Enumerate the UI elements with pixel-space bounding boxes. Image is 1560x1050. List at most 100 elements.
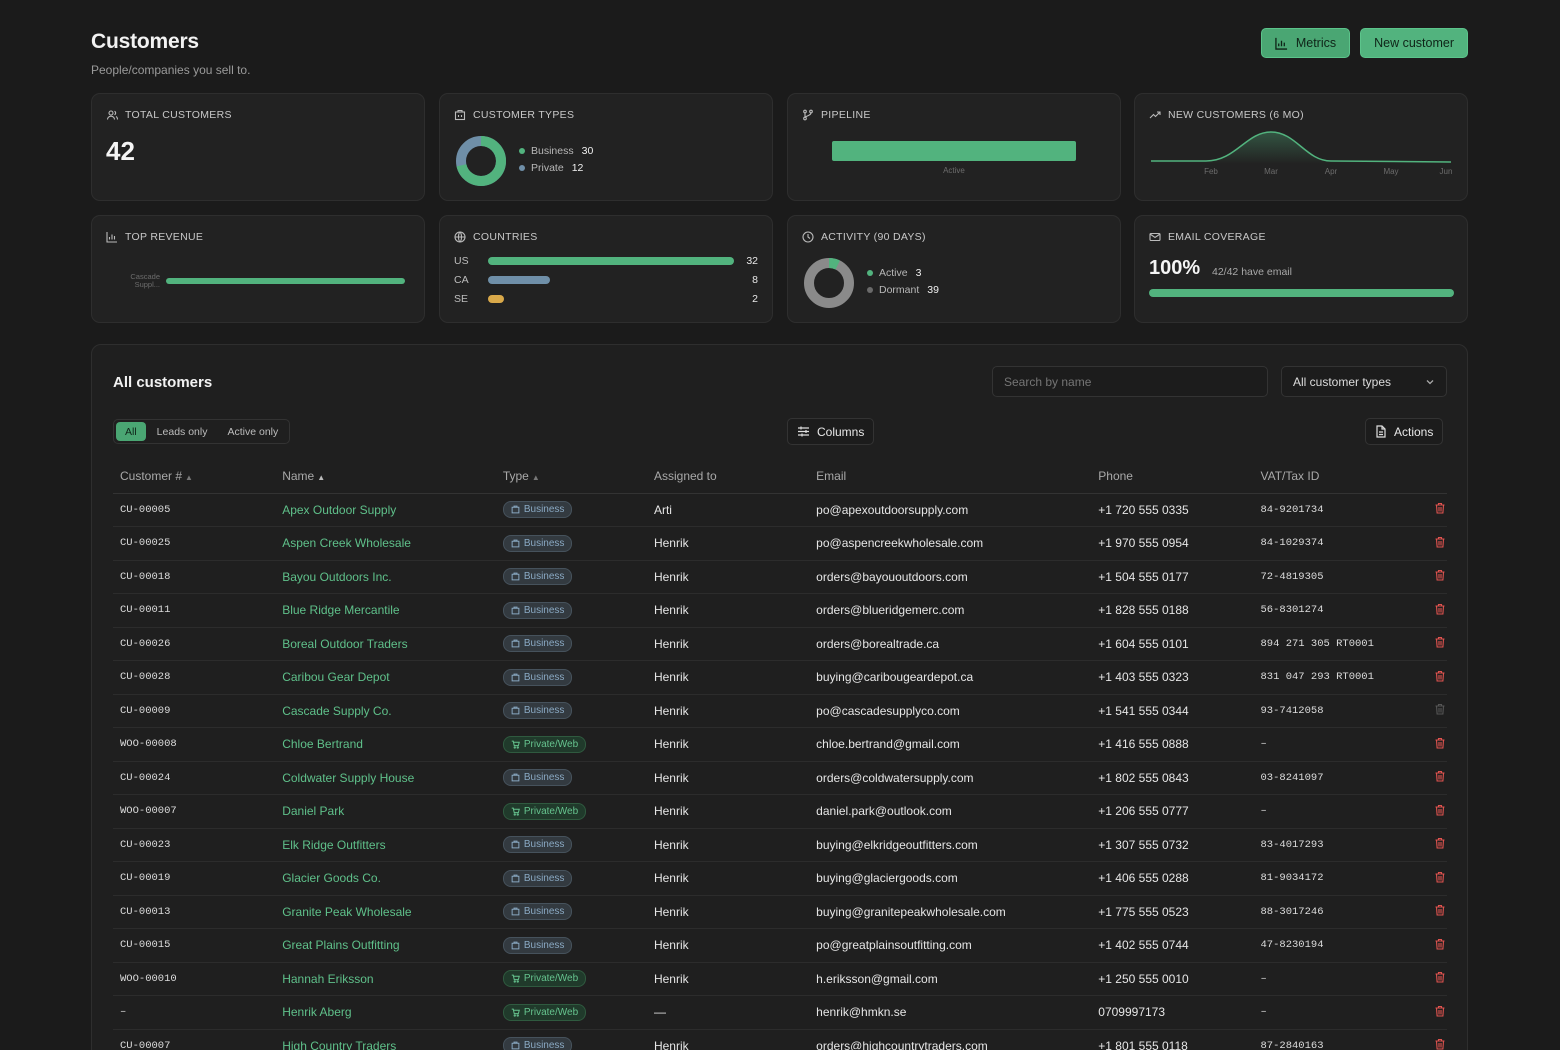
segment-all[interactable]: All bbox=[116, 422, 146, 441]
customer-name-link[interactable]: Cascade Supply Co. bbox=[275, 694, 496, 728]
customer-name-link[interactable]: Boreal Outdoor Traders bbox=[275, 627, 496, 661]
table-row[interactable]: CU-00007 High Country Traders Business Henr… bbox=[113, 1029, 1447, 1050]
customer-number-cell: CU-00025 bbox=[113, 526, 276, 561]
delete-button[interactable] bbox=[1426, 727, 1447, 762]
customer-name-link[interactable]: Glacier Goods Co. bbox=[275, 861, 496, 896]
customer-name-link[interactable]: Elk Ridge Outfitters bbox=[275, 828, 496, 862]
customer-number-cell: CU-00018 bbox=[113, 560, 276, 594]
metrics-button[interactable]: Metrics bbox=[1260, 28, 1351, 58]
email-cell: h.eriksson@gmail.com bbox=[809, 962, 1092, 996]
customer-name-link[interactable]: High Country Traders bbox=[275, 1029, 496, 1050]
vat-cell: 894 271 305 RT0001 bbox=[1253, 627, 1427, 661]
trash-icon bbox=[1435, 972, 1445, 983]
delete-button[interactable] bbox=[1426, 1029, 1447, 1050]
mail-icon bbox=[1149, 232, 1161, 242]
segment-active-only[interactable]: Active only bbox=[227, 425, 279, 438]
column-header-customer-number[interactable]: Customer # ▲ bbox=[113, 460, 276, 494]
customer-name-link[interactable]: Aspen Creek Wholesale bbox=[275, 526, 496, 561]
table-row[interactable]: CU-00005 Apex Outdoor Supply Business Arti p… bbox=[113, 493, 1447, 527]
delete-button[interactable] bbox=[1426, 995, 1447, 1030]
column-header-assigned-to[interactable]: Assigned to bbox=[646, 460, 810, 494]
table-row[interactable]: CU-00028 Caribou Gear Depot Business Henrik… bbox=[113, 660, 1447, 695]
column-header-email[interactable]: Email bbox=[809, 460, 1092, 494]
table-row[interactable]: CU-00025 Aspen Creek Wholesale Business Hen… bbox=[113, 526, 1447, 561]
building-icon bbox=[511, 639, 520, 648]
column-header-name[interactable]: Name ▲ bbox=[275, 460, 496, 494]
column-header-vat[interactable]: VAT/Tax ID bbox=[1253, 460, 1427, 494]
table-row[interactable]: CU-00023 Elk Ridge Outfitters Business Henr… bbox=[113, 828, 1447, 862]
delete-button[interactable] bbox=[1426, 895, 1447, 929]
type-cell: Business bbox=[495, 526, 647, 561]
delete-button[interactable] bbox=[1426, 928, 1447, 963]
table-row[interactable]: WOO-00008 Chloe Bertrand Private/Web Henrik… bbox=[113, 727, 1447, 762]
table-header-row: Customer # ▲ Name ▲ Type ▲ Assigned to Emai… bbox=[113, 460, 1447, 494]
legend-item-private: Private 12 bbox=[519, 159, 593, 176]
type-badge: Private/Web bbox=[502, 970, 587, 988]
header-label: VAT/Tax ID bbox=[1260, 469, 1320, 484]
type-badge: Business bbox=[502, 635, 573, 653]
vat-cell: 72-4819305 bbox=[1253, 560, 1427, 594]
type-cell: Private/Web bbox=[495, 794, 647, 829]
phone-cell: +1 504 555 0177 bbox=[1091, 560, 1254, 594]
assigned-to-cell: Henrik bbox=[646, 962, 810, 996]
delete-button[interactable] bbox=[1426, 493, 1447, 527]
assigned-to-cell: Henrik bbox=[646, 660, 810, 695]
customer-name-link[interactable]: Granite Peak Wholesale bbox=[275, 895, 496, 929]
new-customer-button[interactable]: New customer bbox=[1360, 28, 1468, 58]
country-code: CA bbox=[454, 273, 469, 286]
table-row[interactable]: CU-00019 Glacier Goods Co. Business Henrik b… bbox=[113, 861, 1447, 896]
vat-cell: – bbox=[1253, 995, 1427, 1030]
customer-name-link[interactable]: Blue Ridge Mercantile bbox=[275, 593, 496, 628]
table-row[interactable]: CU-00026 Boreal Outdoor Traders Business He… bbox=[113, 627, 1447, 661]
customer-type-select[interactable]: All customer types bbox=[1281, 366, 1447, 397]
delete-button[interactable] bbox=[1426, 694, 1447, 728]
delete-button[interactable] bbox=[1426, 593, 1447, 628]
customer-name-link[interactable]: Great Plains Outfitting bbox=[275, 928, 496, 963]
delete-button[interactable] bbox=[1426, 627, 1447, 661]
column-header-phone[interactable]: Phone bbox=[1091, 460, 1254, 494]
table-row[interactable]: CU-00015 Great Plains Outfitting Business H… bbox=[113, 928, 1447, 963]
actions-button[interactable]: Actions bbox=[1365, 418, 1444, 445]
table-row[interactable]: – Henrik Aberg Private/Web — henrik@hmkn.se 0… bbox=[113, 995, 1447, 1030]
delete-button[interactable] bbox=[1426, 560, 1447, 594]
cart-icon bbox=[511, 974, 520, 983]
columns-button[interactable]: Columns bbox=[787, 418, 875, 445]
segment-leads-only[interactable]: Leads only bbox=[156, 425, 208, 438]
email-cell: po@aspencreekwholesale.com bbox=[809, 526, 1092, 561]
phone-cell: +1 250 555 0010 bbox=[1091, 962, 1254, 996]
customer-name-link[interactable]: Caribou Gear Depot bbox=[275, 660, 496, 695]
delete-button[interactable] bbox=[1426, 962, 1447, 996]
table-row[interactable]: WOO-00007 Daniel Park Private/Web Henrik dan… bbox=[113, 794, 1447, 829]
delete-button[interactable] bbox=[1426, 794, 1447, 829]
customer-name-link[interactable]: Bayou Outdoors Inc. bbox=[275, 560, 496, 594]
table-row[interactable]: CU-00013 Granite Peak Wholesale Business He… bbox=[113, 895, 1447, 929]
customer-name-link[interactable]: Hannah Eriksson bbox=[275, 962, 496, 996]
delete-button[interactable] bbox=[1426, 660, 1447, 695]
type-label: Private/Web bbox=[523, 805, 579, 817]
customer-name-link[interactable]: Apex Outdoor Supply bbox=[275, 493, 496, 527]
delete-button[interactable] bbox=[1426, 526, 1447, 561]
globe-icon bbox=[454, 231, 466, 243]
countries-card: COUNTRIES US 32 CA 8 SE 2 bbox=[439, 215, 773, 323]
header-label: Customer # bbox=[120, 469, 183, 484]
customer-name-link[interactable]: Coldwater Supply House bbox=[275, 761, 496, 795]
table-row[interactable]: CU-00018 Bayou Outdoors Inc. Business Henri… bbox=[113, 560, 1447, 594]
table-row[interactable]: WOO-00010 Hannah Eriksson Private/Web Henri… bbox=[113, 962, 1447, 996]
table-row[interactable]: CU-00024 Coldwater Supply House Business He… bbox=[113, 761, 1447, 795]
all-customers-panel: All customers All customer types All Lea… bbox=[91, 344, 1468, 1050]
building-icon bbox=[511, 505, 520, 514]
table-row[interactable]: CU-00011 Blue Ridge Mercantile Business Hen… bbox=[113, 593, 1447, 628]
customer-name-link[interactable]: Henrik Aberg bbox=[275, 995, 496, 1030]
column-header-type[interactable]: Type ▲ bbox=[495, 460, 647, 494]
search-input[interactable] bbox=[992, 366, 1268, 397]
vat-cell: 03-8241097 bbox=[1253, 761, 1427, 795]
new-customers-card: NEW CUSTOMERS (6 MO) Feb Mar Apr May Jun bbox=[1134, 93, 1468, 201]
delete-button[interactable] bbox=[1426, 828, 1447, 862]
customer-name-link[interactable]: Chloe Bertrand bbox=[275, 727, 496, 762]
delete-button[interactable] bbox=[1426, 861, 1447, 896]
delete-button[interactable] bbox=[1426, 761, 1447, 795]
customer-number-cell: CU-00011 bbox=[113, 593, 276, 628]
table-row[interactable]: CU-00009 Cascade Supply Co. Business Henrik… bbox=[113, 694, 1447, 728]
customer-name-link[interactable]: Daniel Park bbox=[275, 794, 496, 829]
assigned-to-cell: Henrik bbox=[646, 1029, 810, 1050]
